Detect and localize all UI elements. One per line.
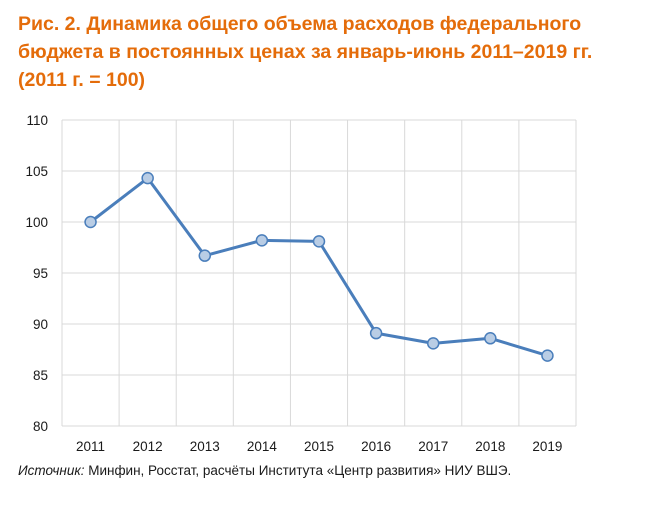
x-tick-label: 2017 — [418, 439, 448, 454]
data-point — [484, 332, 497, 345]
data-point — [84, 215, 97, 229]
grid-lines — [61, 119, 577, 427]
y-tick-label: 95 — [33, 266, 48, 281]
x-tick-label: 2016 — [361, 439, 391, 454]
data-point — [141, 171, 154, 185]
series-line — [89, 176, 548, 358]
x-axis-ticks: 2011 2012 2013 2014 2015 2016 2017 2018 2019 — [76, 439, 562, 454]
series — [84, 171, 554, 362]
y-tick-label: 100 — [25, 215, 48, 230]
source-text: Минфин, Росстат, расчёты Института «Цент… — [84, 463, 512, 478]
y-tick-label: 105 — [25, 164, 48, 179]
y-axis-ticks: 80 85 90 95 100 105 110 — [25, 113, 48, 434]
source-note: Источник: Минфин, Росстат, расчёты Инсти… — [18, 463, 511, 478]
x-tick-label: 2014 — [247, 439, 278, 454]
data-point — [369, 326, 383, 340]
y-tick-label: 110 — [26, 113, 48, 128]
y-tick-label: 85 — [33, 368, 48, 383]
x-tick-label: 2018 — [475, 439, 505, 454]
chart-title-line-3: (2011 г. = 100) — [18, 69, 146, 91]
x-tick-label: 2011 — [76, 439, 105, 454]
chart-title-line-1: Рис. 2. Динамика общего объема расходов … — [18, 13, 582, 35]
x-tick-label: 2012 — [133, 439, 163, 454]
data-point — [198, 249, 212, 262]
chart-title: Рис. 2. Динамика общего объема расходов … — [18, 10, 648, 94]
data-point — [541, 349, 554, 362]
x-tick-label: 2019 — [532, 439, 562, 454]
y-tick-label: 90 — [33, 317, 48, 332]
x-tick-label: 2015 — [304, 439, 334, 454]
data-point — [312, 235, 326, 248]
source-label: Источник: — [18, 463, 85, 478]
data-point — [255, 234, 269, 247]
x-tick-label: 2013 — [190, 439, 220, 454]
data-point — [426, 337, 440, 350]
chart-title-line-2: бюджета в постоянных ценах за январь-июн… — [18, 41, 593, 63]
y-tick-label: 80 — [33, 419, 48, 434]
